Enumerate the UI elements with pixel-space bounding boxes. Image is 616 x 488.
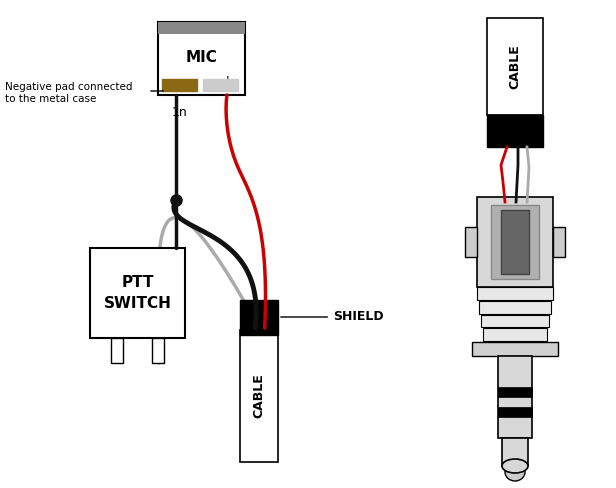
Bar	[498, 387, 532, 397]
Bar	[240, 330, 278, 462]
Bar	[158, 22, 245, 34]
Text: +: +	[221, 74, 233, 88]
Text: Negative pad connected: Negative pad connected	[5, 82, 132, 92]
Text: 1n: 1n	[172, 106, 188, 120]
Bar	[240, 300, 278, 335]
Bar	[90, 248, 185, 338]
Bar	[479, 301, 551, 313]
Bar	[501, 210, 529, 274]
Bar	[158, 22, 245, 95]
Bar	[487, 18, 543, 115]
Bar	[465, 227, 477, 257]
Text: SWITCH: SWITCH	[103, 296, 171, 311]
Text: -: -	[174, 74, 179, 88]
Bar	[111, 338, 123, 363]
Bar	[487, 115, 543, 147]
Bar	[498, 407, 532, 417]
Text: CABLE: CABLE	[508, 44, 522, 89]
Text: to the metal case: to the metal case	[5, 94, 96, 104]
Bar	[483, 328, 547, 341]
Bar	[498, 356, 532, 438]
Bar	[203, 79, 238, 91]
Bar	[152, 338, 164, 363]
Bar	[162, 79, 197, 91]
Text: SHIELD: SHIELD	[281, 310, 384, 324]
Bar	[472, 342, 558, 356]
Text: CABLE: CABLE	[253, 374, 265, 418]
Bar	[491, 205, 539, 279]
Bar	[477, 287, 553, 300]
Ellipse shape	[505, 463, 525, 481]
Text: PTT: PTT	[121, 275, 154, 290]
Bar	[481, 314, 549, 327]
Bar	[553, 227, 565, 257]
Bar	[502, 438, 528, 466]
Bar	[477, 197, 553, 287]
Text: MIC: MIC	[185, 49, 217, 64]
Ellipse shape	[502, 459, 528, 473]
